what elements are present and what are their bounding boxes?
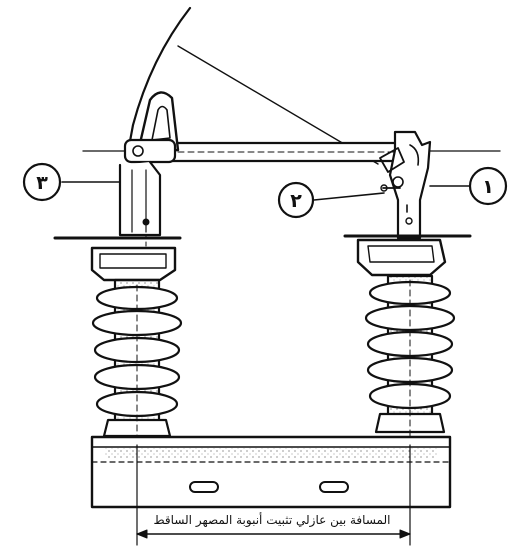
callout-label-two: ٢ (290, 190, 302, 212)
dimension-line (136, 444, 411, 546)
right-mounting-plate (343, 234, 472, 277)
left-insulator (91, 278, 183, 446)
swing-arc (126, 6, 192, 154)
callout-circle-three (22, 162, 62, 202)
left-hinge-bracket (118, 160, 162, 249)
leader-two (313, 192, 385, 201)
fuse-tube (166, 141, 402, 163)
right-contact-assembly (379, 130, 432, 240)
callout-circle-one (468, 166, 508, 206)
left-mounting-plate (53, 236, 182, 282)
callout-label-three: ٣ (36, 172, 48, 194)
callout-label-one: ١ (482, 176, 494, 198)
right-insulator (364, 274, 456, 446)
callout-circle-two (277, 181, 315, 219)
dimension-caption: المسافة بين عازلي تثبيت أنبوبة المصهر ال… (154, 512, 391, 528)
base-channel (90, 435, 452, 509)
